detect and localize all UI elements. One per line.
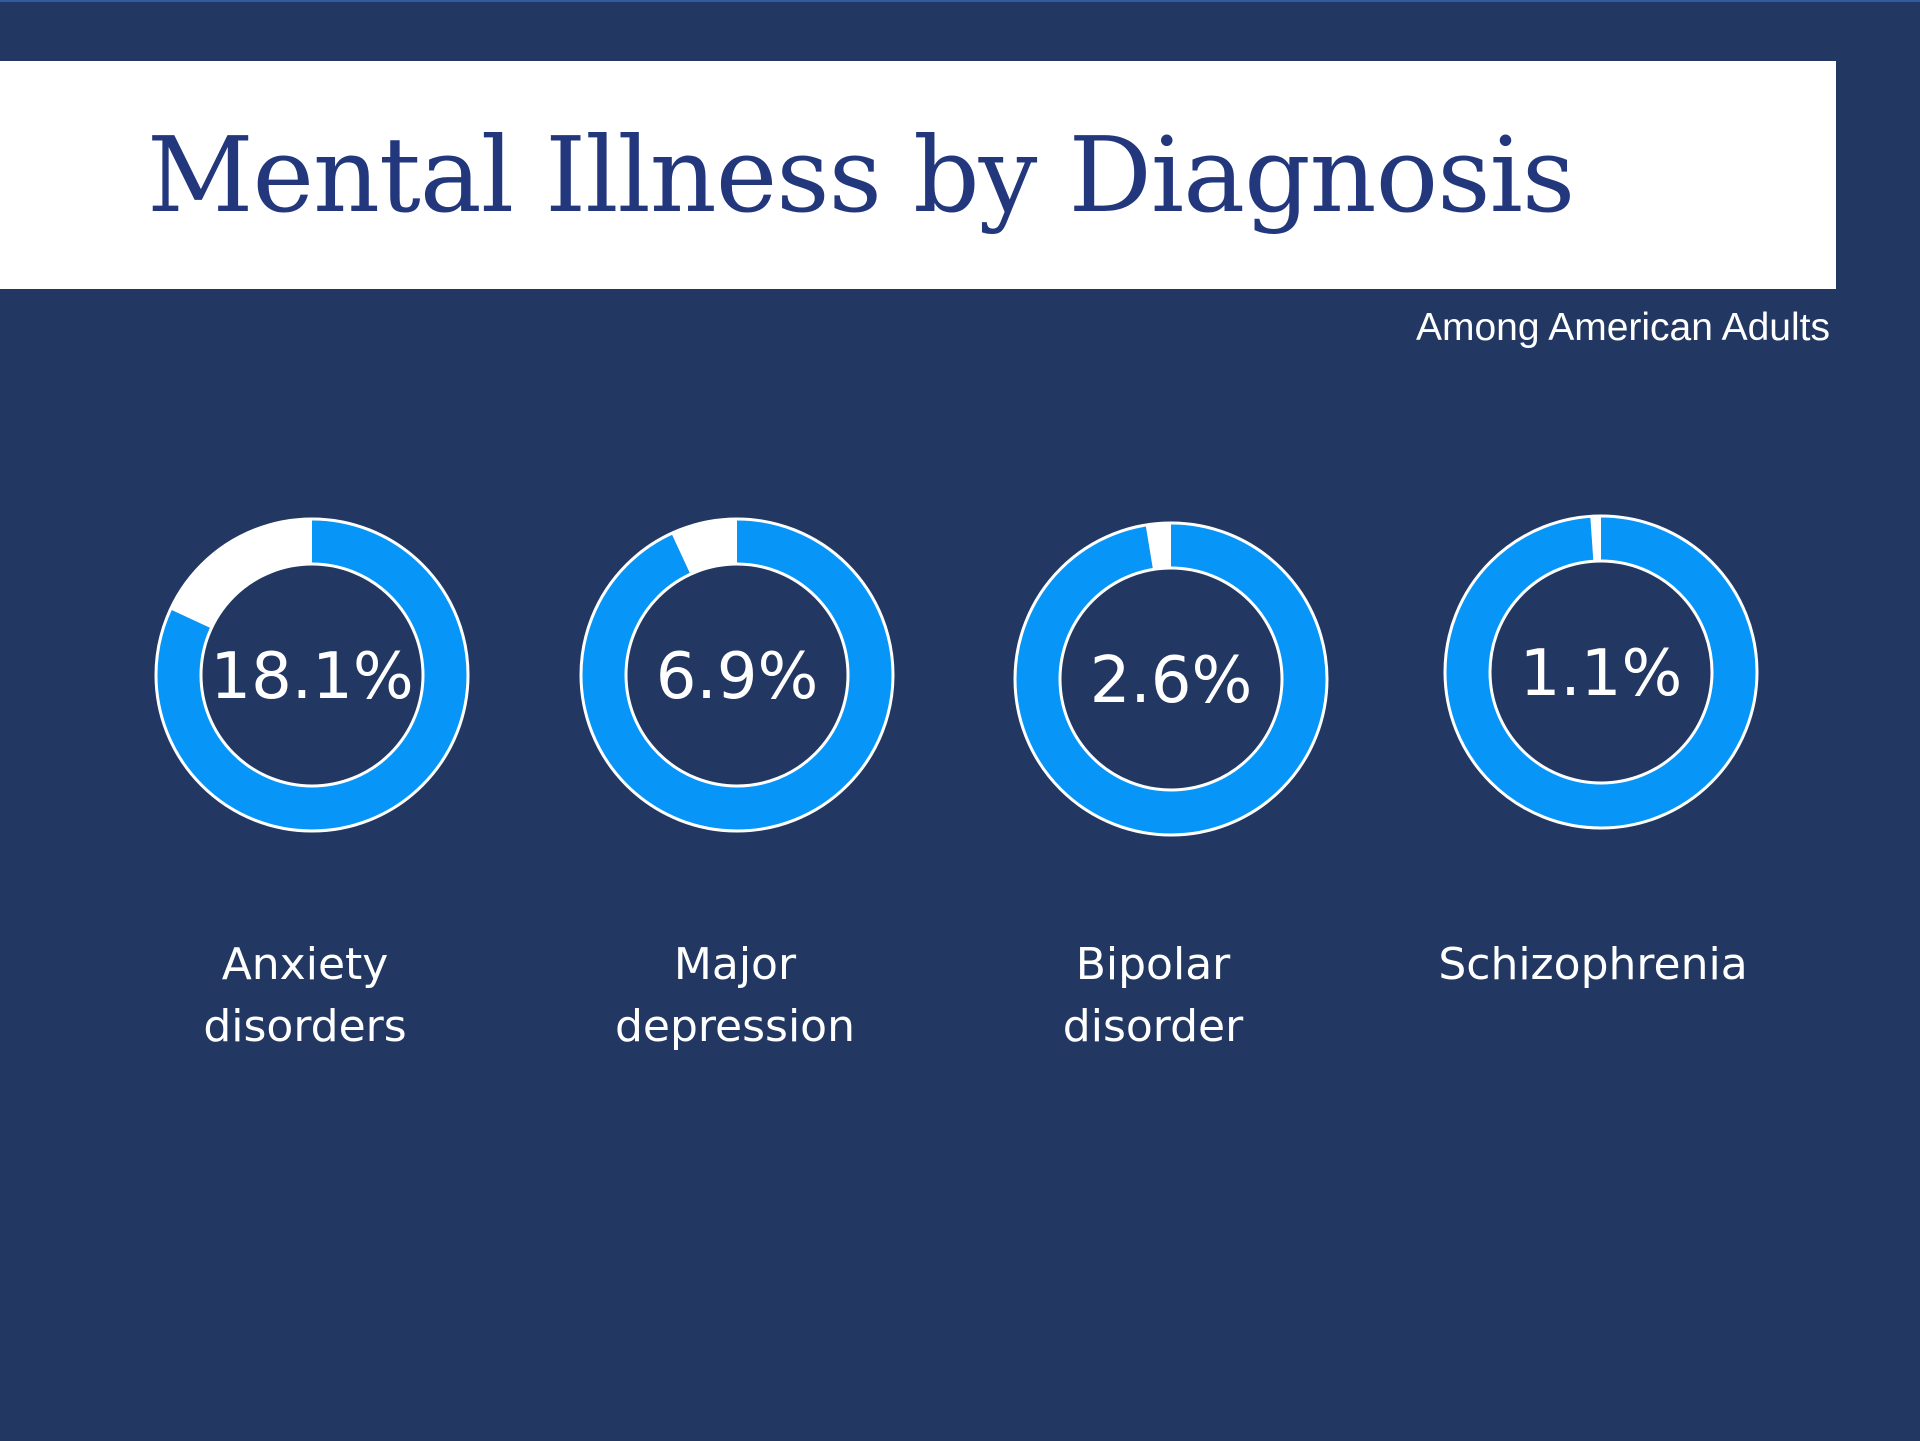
title-band: Mental Illness by Diagnosis: [0, 61, 1836, 289]
donut-outer-ring-1: [579, 517, 895, 833]
donut-inner-ring-0: [199, 562, 425, 788]
category-label-0: Anxiety disorders: [203, 939, 407, 1052]
donut-outer-ring-2: [1013, 521, 1329, 837]
data-label-2: 2.6%: [1090, 644, 1253, 718]
chart-subtitle: Among American Adults: [1415, 306, 1830, 349]
donut-inner-ring-2: [1058, 566, 1284, 792]
category-label-1: Major depression: [614, 939, 855, 1052]
chart-title: Mental Illness by Diagnosis: [147, 114, 1575, 236]
top-rule: [0, 0, 1920, 2]
donut-outer-ring-0: [154, 517, 470, 833]
donut-outer-ring-3: [1443, 514, 1759, 830]
category-label-2: Bipolar disorder: [1062, 939, 1244, 1052]
data-label-3: 1.1%: [1520, 637, 1683, 711]
donut-inner-ring-1: [624, 562, 850, 788]
data-label-0: 18.1%: [210, 640, 413, 714]
donut-value-slice-0: [171, 520, 312, 628]
donut-inner-ring-3: [1488, 559, 1714, 785]
donut-value-slice-3: [1590, 517, 1601, 561]
category-label-3: Schizophrenia: [1438, 939, 1748, 990]
donut-value-slice-1: [671, 520, 737, 574]
data-label-1: 6.9%: [656, 640, 819, 714]
donut-value-slice-2: [1145, 524, 1171, 569]
